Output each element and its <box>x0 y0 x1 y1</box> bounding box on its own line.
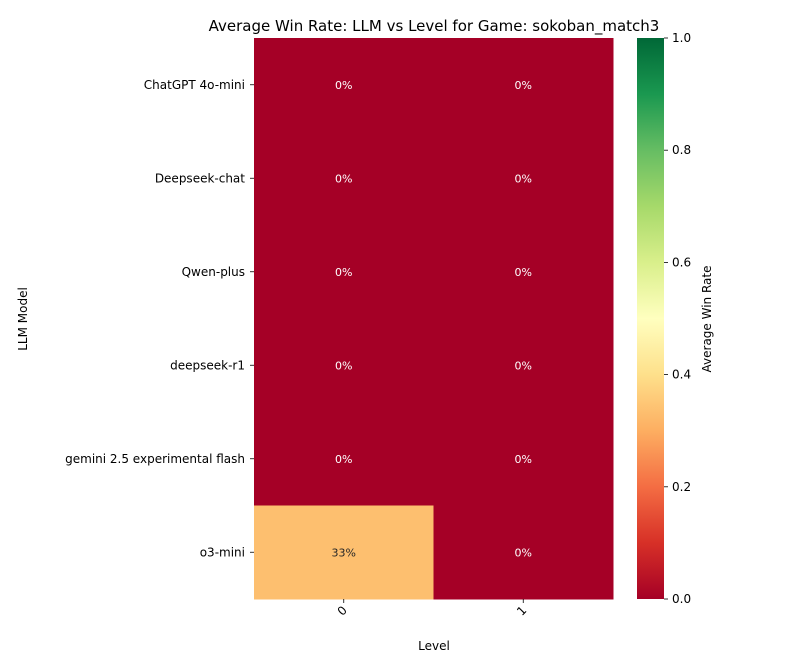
x-axis-label: Level <box>418 639 450 653</box>
y-axis-label: LLM Model <box>16 287 30 351</box>
colorbar-tick-label: 0.2 <box>672 480 691 494</box>
y-tick-label: gemini 2.5 experimental flash <box>65 452 245 466</box>
heatmap-cell <box>433 318 614 413</box>
chart-title: Average Win Rate: LLM vs Level for Game:… <box>209 17 660 36</box>
heatmap-cell <box>433 505 614 600</box>
y-axis-ticks: ChatGPT 4o-mini Deepseek-chat Qwen-plus dee… <box>65 78 254 559</box>
colorbar-tick-label: 0.0 <box>672 592 691 606</box>
y-tick-label: o3-mini <box>200 545 245 559</box>
heatmap-cell <box>254 412 434 506</box>
heatmap-cell <box>254 225 434 319</box>
heatmap-cell <box>433 38 614 132</box>
heatmap-cell <box>254 131 434 226</box>
heatmap-cells <box>254 38 614 600</box>
cell-value-label: 0% <box>335 79 352 92</box>
cell-value-label: 0% <box>335 359 352 372</box>
heatmap-cell <box>254 318 434 413</box>
cell-value-label: 0% <box>515 453 532 466</box>
colorbar-tick-label: 1.0 <box>672 31 691 45</box>
cell-value-label: 0% <box>515 546 532 559</box>
y-tick-label: Qwen-plus <box>182 265 245 279</box>
colorbar-ticks: 0.0 0.2 0.4 0.6 0.8 1.0 <box>664 31 691 606</box>
y-tick-label: Deepseek-chat <box>155 171 245 185</box>
y-tick-label: ChatGPT 4o-mini <box>144 78 245 92</box>
heatmap-cell <box>433 131 614 226</box>
cell-value-label: 33% <box>332 546 356 559</box>
colorbar <box>637 38 664 599</box>
cell-value-label: 0% <box>515 79 532 92</box>
heatmap-cell <box>254 38 434 132</box>
y-tick-label: deepseek-r1 <box>170 358 245 372</box>
x-tick-label: 1 <box>514 603 529 618</box>
cell-value-label: 0% <box>335 172 352 185</box>
cell-value-label: 0% <box>515 359 532 372</box>
x-tick-label: 0 <box>335 603 350 618</box>
colorbar-label: Average Win Rate <box>700 266 714 373</box>
heatmap-cell-labels: 0% 0% 0% 0% 0% 0% 0% 0% 0% 0% 33% 0% <box>332 79 532 560</box>
colorbar-tick-label: 0.8 <box>672 143 691 157</box>
heatmap-cell <box>254 505 434 600</box>
colorbar-tick-label: 0.6 <box>672 255 691 269</box>
heatmap-cell <box>433 412 614 506</box>
heatmap-cell <box>433 225 614 319</box>
cell-value-label: 0% <box>515 172 532 185</box>
cell-value-label: 0% <box>515 266 532 279</box>
colorbar-tick-label: 0.4 <box>672 368 691 382</box>
cell-value-label: 0% <box>335 266 352 279</box>
cell-value-label: 0% <box>335 453 352 466</box>
